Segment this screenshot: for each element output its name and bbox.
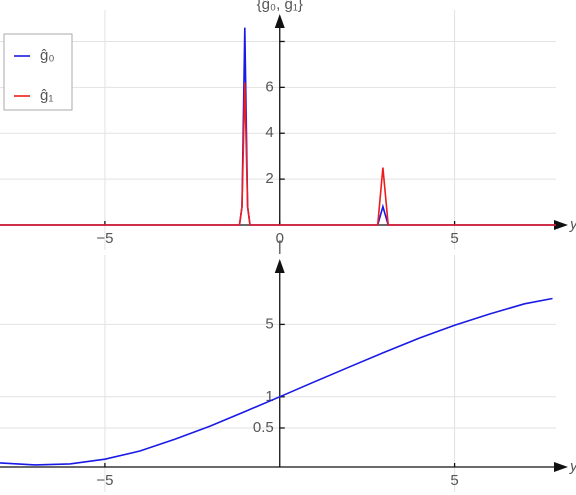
legend-label: ĝ₀	[40, 47, 55, 64]
y-tick-label: 5	[265, 315, 273, 332]
x-tick-label: −5	[96, 230, 113, 247]
y-axis-label: {ĝ₀, ĝ₁}	[257, 0, 303, 13]
y-tick-label: 4	[265, 124, 273, 141]
x-axis-label: y	[569, 458, 576, 475]
x-tick-label: 5	[450, 230, 458, 247]
y-axis-label: l̂	[277, 240, 283, 258]
y-tick-label: 6	[265, 78, 273, 95]
y-tick-label: 2	[265, 170, 273, 187]
series-line	[0, 27, 556, 226]
legend: ĝ₀ ĝ₁	[3, 33, 73, 111]
y-tick-label: 0.5	[253, 419, 274, 436]
x-tick-label: 5	[450, 472, 458, 489]
y-arrow	[274, 14, 285, 28]
legend-label: ĝ₁	[40, 87, 53, 104]
series-line	[0, 297, 553, 466]
x-arrow	[554, 462, 568, 472]
y-tick-label: 1	[265, 388, 273, 405]
legend-box	[3, 33, 73, 111]
x-arrow	[554, 220, 568, 230]
y-arrow	[274, 259, 285, 273]
x-tick-label: −5	[96, 472, 113, 489]
series-line	[0, 82, 556, 226]
x-tick-label: 0	[276, 230, 284, 247]
x-axis-label: y	[569, 216, 576, 233]
